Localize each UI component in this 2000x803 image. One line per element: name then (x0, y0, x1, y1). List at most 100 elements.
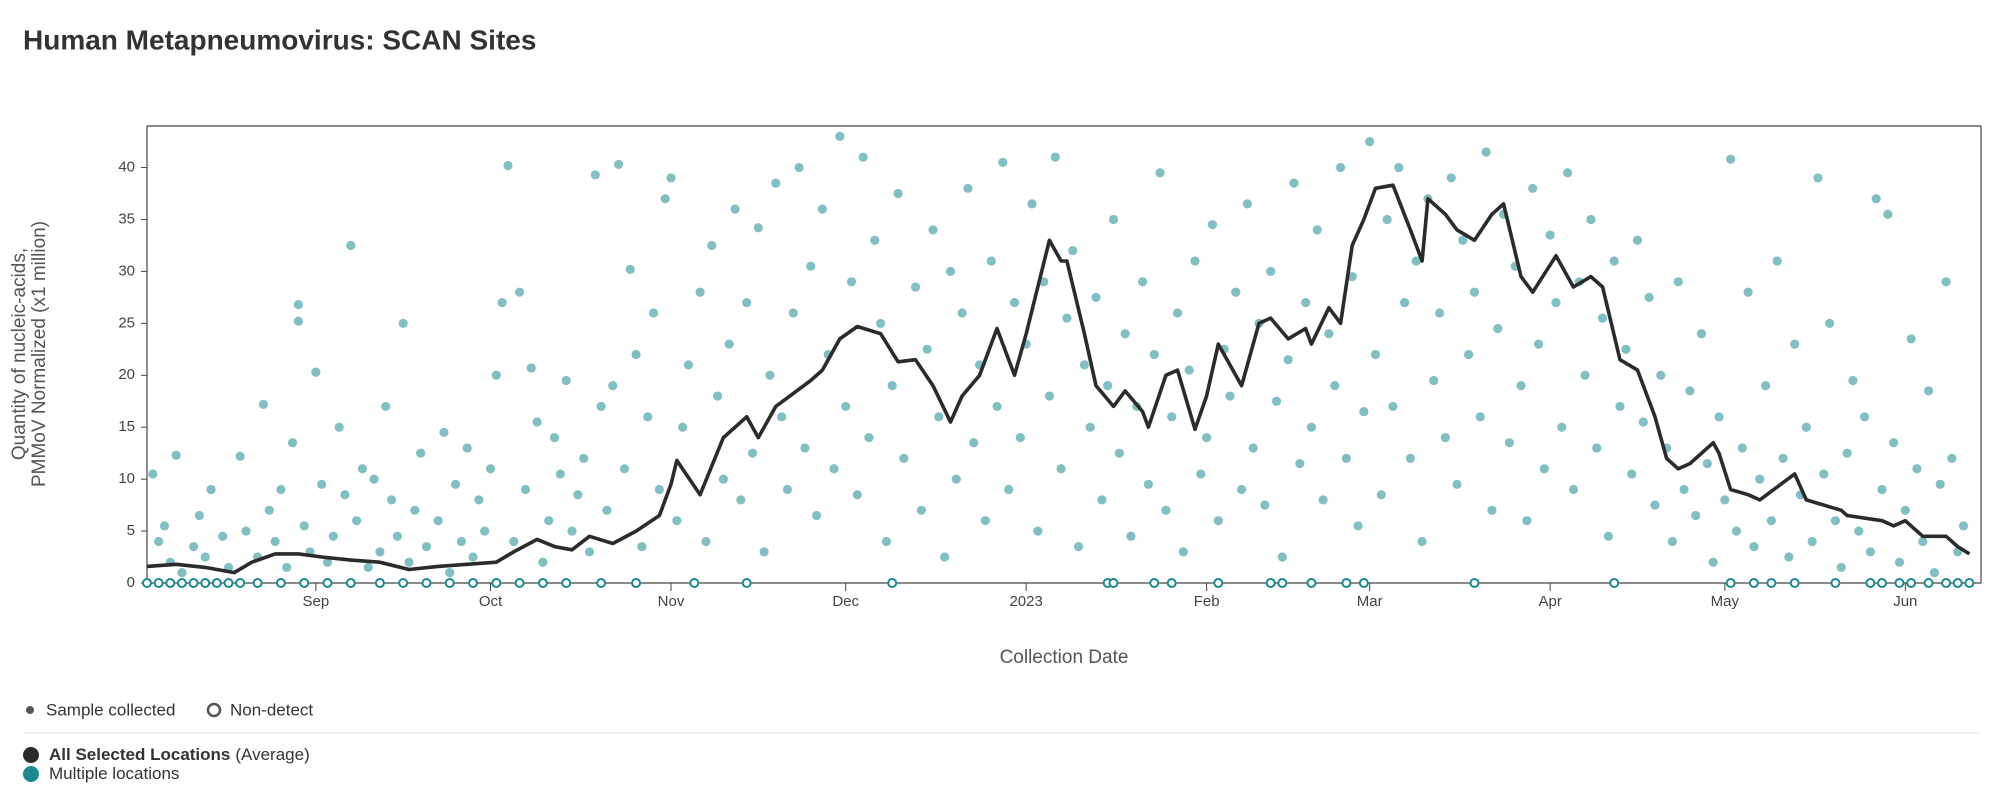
data-point (963, 183, 973, 193)
data-point (1027, 199, 1037, 209)
data-point (631, 349, 641, 360)
data-point (922, 344, 932, 354)
data-point (1889, 438, 1899, 448)
data-point (782, 484, 793, 495)
data-point (1755, 474, 1765, 484)
data-point (1202, 432, 1212, 443)
data-point (608, 381, 618, 391)
data-point (264, 505, 274, 515)
data-point (1143, 479, 1154, 489)
data-point (421, 542, 432, 552)
non-detect-point (1964, 578, 1975, 588)
legend-label: Sample collected (46, 700, 175, 719)
non-detect-point (345, 578, 356, 588)
x-tick-label: Jun (1893, 593, 1917, 610)
data-point (712, 391, 723, 401)
non-detect-point (887, 578, 898, 588)
x-tick-label: Feb (1194, 593, 1220, 610)
data-point (1842, 448, 1852, 458)
data-point (544, 516, 554, 526)
non-detect-point (1469, 578, 1480, 588)
data-point (1545, 230, 1555, 240)
data-point (445, 568, 455, 578)
data-point (1318, 495, 1328, 505)
data-point (1825, 318, 1835, 328)
y-axis-title: PMMoV Normalized (x1 million) (29, 221, 50, 487)
data-point (1522, 516, 1532, 526)
legend-swatch (23, 766, 39, 782)
y-tick-label: 20 (118, 366, 135, 383)
data-point (369, 474, 379, 484)
data-point (1365, 136, 1375, 147)
data-point (841, 401, 851, 412)
data-point (1580, 370, 1590, 380)
data-point (1603, 531, 1613, 541)
x-tick-label: 2023 (1009, 593, 1042, 610)
data-point (555, 469, 565, 479)
data-point (1766, 516, 1776, 526)
data-point (235, 451, 245, 461)
data-point (1539, 464, 1549, 474)
data-point (1731, 526, 1742, 536)
data-point (573, 490, 583, 500)
data-point (625, 264, 635, 274)
data-point (1394, 162, 1404, 173)
data-point (1685, 386, 1695, 396)
data-point (357, 464, 368, 474)
data-point (1464, 349, 1474, 360)
data-point (1801, 422, 1811, 432)
data-point (1376, 490, 1386, 500)
non-detect-point (741, 578, 752, 588)
data-point (957, 308, 967, 318)
y-tick-label: 35 (118, 210, 135, 227)
non-detect-point (252, 578, 263, 588)
data-point (515, 287, 525, 297)
data-point (322, 557, 333, 567)
data-point (1103, 381, 1113, 391)
data-point (1062, 313, 1072, 323)
data-point (1155, 168, 1165, 178)
data-point (1236, 484, 1247, 495)
data-point (439, 427, 449, 437)
non-detect-point (211, 578, 222, 588)
data-point (561, 375, 571, 386)
data-point (1638, 417, 1648, 427)
data-point (1743, 287, 1753, 297)
data-point (765, 370, 775, 380)
data-point (416, 448, 426, 458)
data-point (1138, 277, 1148, 287)
non-detect-point (1725, 578, 1736, 588)
data-point (1452, 479, 1462, 489)
non-detect-point (1952, 578, 1963, 588)
x-tick-label: Sep (302, 593, 329, 610)
data-point (777, 412, 787, 422)
non-detect-point (1341, 578, 1352, 588)
data-point (509, 536, 519, 547)
data-point (1487, 505, 1497, 515)
data-point (148, 469, 158, 479)
data-point (945, 266, 956, 277)
data-point (1015, 432, 1025, 443)
data-point (1079, 360, 1089, 370)
non-detect-point (1149, 578, 1160, 588)
data-point (1475, 412, 1485, 422)
data-point (1056, 464, 1066, 474)
data-point (293, 300, 303, 310)
non-detect-point (421, 578, 432, 588)
data-point (1958, 521, 1969, 531)
data-point (1289, 178, 1299, 188)
data-point (1248, 443, 1258, 453)
data-point (375, 547, 385, 557)
data-point (363, 562, 373, 573)
data-point (870, 235, 880, 245)
data-point (381, 401, 391, 412)
data-point (276, 484, 286, 495)
data-point (747, 448, 758, 458)
data-point (1330, 381, 1340, 391)
data-point (1353, 521, 1363, 531)
data-point (1772, 256, 1782, 266)
data-point (154, 536, 164, 547)
data-point (940, 552, 950, 562)
non-detect-point (1941, 578, 1952, 588)
data-point (287, 438, 298, 448)
